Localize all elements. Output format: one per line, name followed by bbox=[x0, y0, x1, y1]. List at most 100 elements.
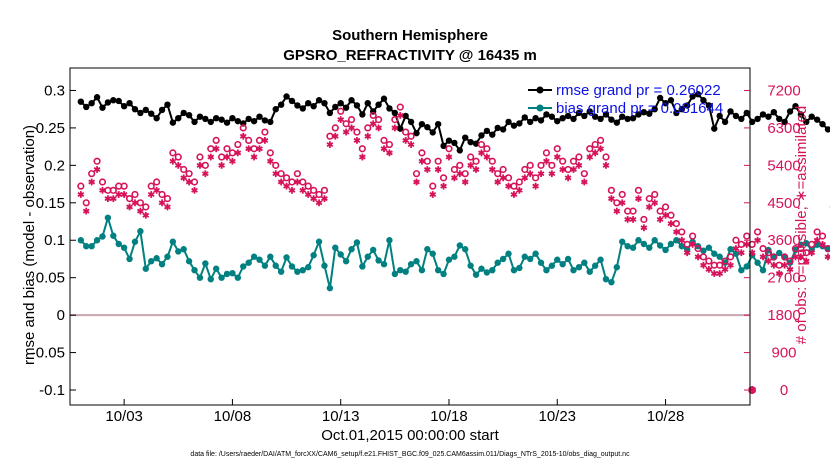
point-2-69 bbox=[450, 165, 458, 174]
point-1-118 bbox=[716, 253, 723, 260]
point-2-82 bbox=[521, 165, 529, 174]
point-1-95 bbox=[591, 262, 599, 269]
y-tick-label-2: 0 bbox=[57, 307, 65, 324]
point-1-129 bbox=[776, 249, 783, 257]
point-0-44 bbox=[315, 97, 323, 104]
point-1-2 bbox=[88, 243, 95, 250]
point-3-130 bbox=[781, 261, 789, 269]
point-3-20 bbox=[185, 178, 193, 186]
point-0-33 bbox=[256, 113, 263, 120]
y-tick-label-6: 0.2 bbox=[44, 157, 65, 174]
point-0-22 bbox=[196, 113, 204, 120]
point-2-67 bbox=[439, 174, 448, 182]
point-0-64 bbox=[424, 123, 431, 131]
point-3-50 bbox=[348, 124, 355, 132]
point-1-69 bbox=[451, 253, 458, 260]
point-0-126 bbox=[759, 111, 767, 118]
point-3-39 bbox=[288, 186, 296, 194]
point-3-49 bbox=[342, 128, 350, 136]
legend-entry-0: rmse grand pr = 0.26022 bbox=[528, 82, 721, 99]
point-0-60 bbox=[402, 112, 409, 120]
point-0-86 bbox=[543, 111, 550, 118]
point-2-94 bbox=[586, 145, 594, 153]
point-3-105 bbox=[645, 203, 653, 211]
point-1-7 bbox=[115, 240, 122, 248]
point-1-131 bbox=[786, 259, 794, 266]
point-1-84 bbox=[532, 250, 539, 257]
point-3-122 bbox=[737, 249, 745, 257]
point-3-1 bbox=[82, 207, 90, 215]
point-3-71 bbox=[461, 178, 469, 186]
point-1-97 bbox=[602, 275, 610, 283]
point-1-20 bbox=[185, 258, 193, 265]
point-1-66 bbox=[434, 267, 442, 274]
point-0-114 bbox=[694, 91, 702, 98]
point-0-80 bbox=[510, 122, 518, 129]
point-2-49 bbox=[342, 120, 350, 128]
point-0-105 bbox=[646, 110, 653, 117]
point-0-35 bbox=[267, 118, 274, 126]
point-0-21 bbox=[191, 118, 198, 126]
point-0-131 bbox=[786, 108, 794, 115]
point-0-12 bbox=[142, 106, 149, 114]
point-0-78 bbox=[499, 126, 507, 133]
point-2-125 bbox=[753, 228, 762, 236]
point-1-63 bbox=[418, 267, 426, 274]
point-3-11 bbox=[136, 207, 144, 215]
point-3-81 bbox=[515, 186, 523, 194]
point-3-46 bbox=[326, 141, 334, 148]
point-0-122 bbox=[738, 115, 745, 123]
point-0-57 bbox=[386, 105, 393, 112]
point-3-16 bbox=[164, 203, 171, 211]
point-1-32 bbox=[250, 253, 258, 260]
point-3-117 bbox=[710, 270, 718, 277]
y-tick-label-7: 0.25 bbox=[36, 120, 65, 137]
point-1-4 bbox=[99, 233, 106, 240]
point-3-66 bbox=[434, 166, 442, 173]
point-3-55 bbox=[375, 124, 382, 132]
point-1-42 bbox=[305, 264, 312, 271]
point-0-56 bbox=[380, 95, 388, 102]
point-0-132 bbox=[792, 102, 799, 110]
point-2-45 bbox=[320, 186, 329, 194]
point-2-127 bbox=[764, 249, 773, 257]
point-2-35 bbox=[266, 149, 274, 157]
point-3-61 bbox=[407, 141, 415, 148]
point-3-10 bbox=[131, 199, 139, 207]
point-1-75 bbox=[483, 269, 491, 276]
y-right-tick-label-2: 1800 bbox=[767, 307, 800, 324]
point-0-119 bbox=[721, 118, 729, 126]
point-1-49 bbox=[342, 258, 350, 265]
point-2-80 bbox=[510, 182, 518, 190]
point-3-93 bbox=[580, 178, 588, 186]
point-0-130 bbox=[781, 118, 788, 126]
point-2-38 bbox=[282, 174, 291, 182]
point-1-91 bbox=[570, 267, 577, 274]
point-0-115 bbox=[700, 97, 707, 104]
point-0-51 bbox=[353, 102, 361, 109]
y-right-tick-label-7: 6300 bbox=[767, 120, 800, 137]
point-2-22 bbox=[196, 153, 204, 161]
y-axis-label: rmse and bias (model - observation) bbox=[21, 125, 38, 365]
point-3-74 bbox=[478, 149, 485, 157]
point-2-83 bbox=[526, 161, 534, 169]
point-2-119 bbox=[721, 257, 729, 265]
point-3-54 bbox=[369, 120, 377, 128]
y-right-tick-label-8: 7200 bbox=[767, 82, 800, 99]
point-3-69 bbox=[451, 174, 458, 182]
point-1-34 bbox=[261, 262, 269, 269]
point-1-43 bbox=[310, 252, 317, 259]
point-2-20 bbox=[185, 170, 193, 178]
point-0-53 bbox=[364, 99, 371, 107]
point-2-116 bbox=[705, 257, 713, 265]
point-0-28 bbox=[229, 114, 236, 122]
chart-title: Southern Hemisphere bbox=[332, 27, 488, 44]
point-2-11 bbox=[136, 199, 144, 207]
point-0-45 bbox=[321, 99, 328, 107]
point-2-9 bbox=[125, 195, 134, 203]
point-2-100 bbox=[618, 190, 626, 199]
x-axis-label: Oct.01,2015 00:00:00 start bbox=[321, 427, 499, 444]
point-3-68 bbox=[445, 153, 453, 161]
point-1-88 bbox=[554, 256, 561, 263]
point-3-21 bbox=[191, 186, 198, 194]
